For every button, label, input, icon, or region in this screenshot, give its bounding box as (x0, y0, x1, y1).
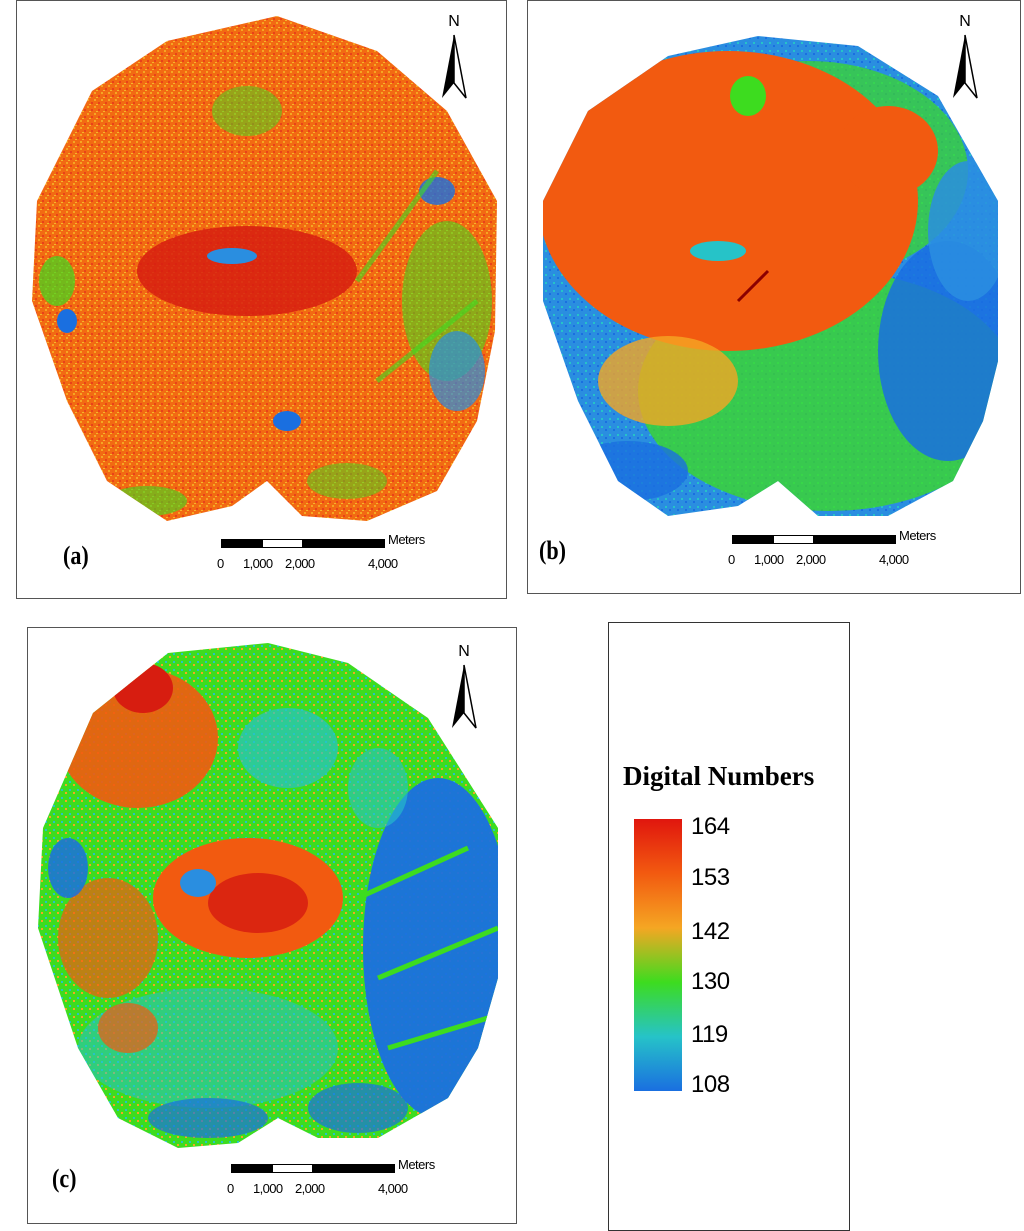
map-panel-c: N (c) Meters 0 1,000 2,000 4,000 (27, 627, 517, 1224)
scale-tick: 1,000 (754, 552, 784, 567)
scale-tick: 4,000 (368, 556, 398, 571)
scale-bar-c: Meters 0 1,000 2,000 4,000 (227, 1157, 461, 1210)
scale-segment (262, 539, 303, 548)
raster-map-a (32, 16, 497, 521)
panel-label-c: (c) (52, 1164, 77, 1193)
scale-segment (221, 539, 262, 548)
legend-value: 130 (691, 968, 730, 995)
scale-tick: 2,000 (295, 1181, 325, 1196)
raster-map-b (543, 36, 998, 516)
north-arrow-b: N (950, 13, 980, 103)
scale-tick: 2,000 (796, 552, 826, 567)
scale-unit: Meters (398, 1157, 435, 1172)
map-panel-a: N (a) Meters 0 1,000 2,000 4,000 (16, 0, 507, 599)
scale-tick: 0 (728, 552, 735, 567)
legend-value: 108 (691, 1071, 730, 1098)
legend-value: 164 (691, 813, 730, 840)
legend-title: Digital Numbers (623, 761, 815, 791)
north-arrow-icon (442, 34, 467, 99)
raster-map-c (38, 643, 498, 1148)
scale-unit: Meters (388, 532, 425, 547)
scale-segment (303, 539, 385, 548)
legend-color-ramp (634, 819, 682, 1091)
north-arrow-icon (953, 34, 978, 99)
north-letter: N (458, 643, 470, 660)
scale-bar-b: Meters 0 1,000 2,000 4,000 (728, 528, 962, 581)
north-arrow-c: N (449, 643, 479, 733)
scale-tick: 2,000 (285, 556, 315, 571)
scale-tick: 0 (227, 1181, 234, 1196)
scale-tick: 4,000 (879, 552, 909, 567)
legend-box: Digital Numbers 164 153 142 130 119 108 (608, 622, 850, 1231)
map-panel-b: N (b) Meters 0 1,000 2,000 4,000 (527, 0, 1021, 594)
scale-tick: 4,000 (378, 1181, 408, 1196)
panel-label-b: (b) (539, 536, 567, 565)
north-arrow-icon (452, 664, 477, 729)
scale-bar-a: Meters 0 1,000 2,000 4,000 (217, 532, 451, 585)
legend-value: 153 (691, 864, 730, 891)
scale-segment (313, 1164, 395, 1173)
scale-segment (814, 535, 896, 544)
north-arrow-a: N (439, 13, 469, 103)
north-letter: N (448, 13, 460, 30)
scale-tick: 0 (217, 556, 224, 571)
scale-segment (732, 535, 773, 544)
north-letter: N (959, 13, 971, 30)
legend-value: 142 (691, 918, 730, 945)
scale-unit: Meters (899, 528, 936, 543)
scale-segment (272, 1164, 313, 1173)
panel-label-a: (a) (63, 541, 89, 570)
scale-tick: 1,000 (253, 1181, 283, 1196)
scale-tick: 1,000 (243, 556, 273, 571)
scale-segment (231, 1164, 272, 1173)
scale-segment (773, 535, 814, 544)
legend-value: 119 (691, 1021, 728, 1048)
